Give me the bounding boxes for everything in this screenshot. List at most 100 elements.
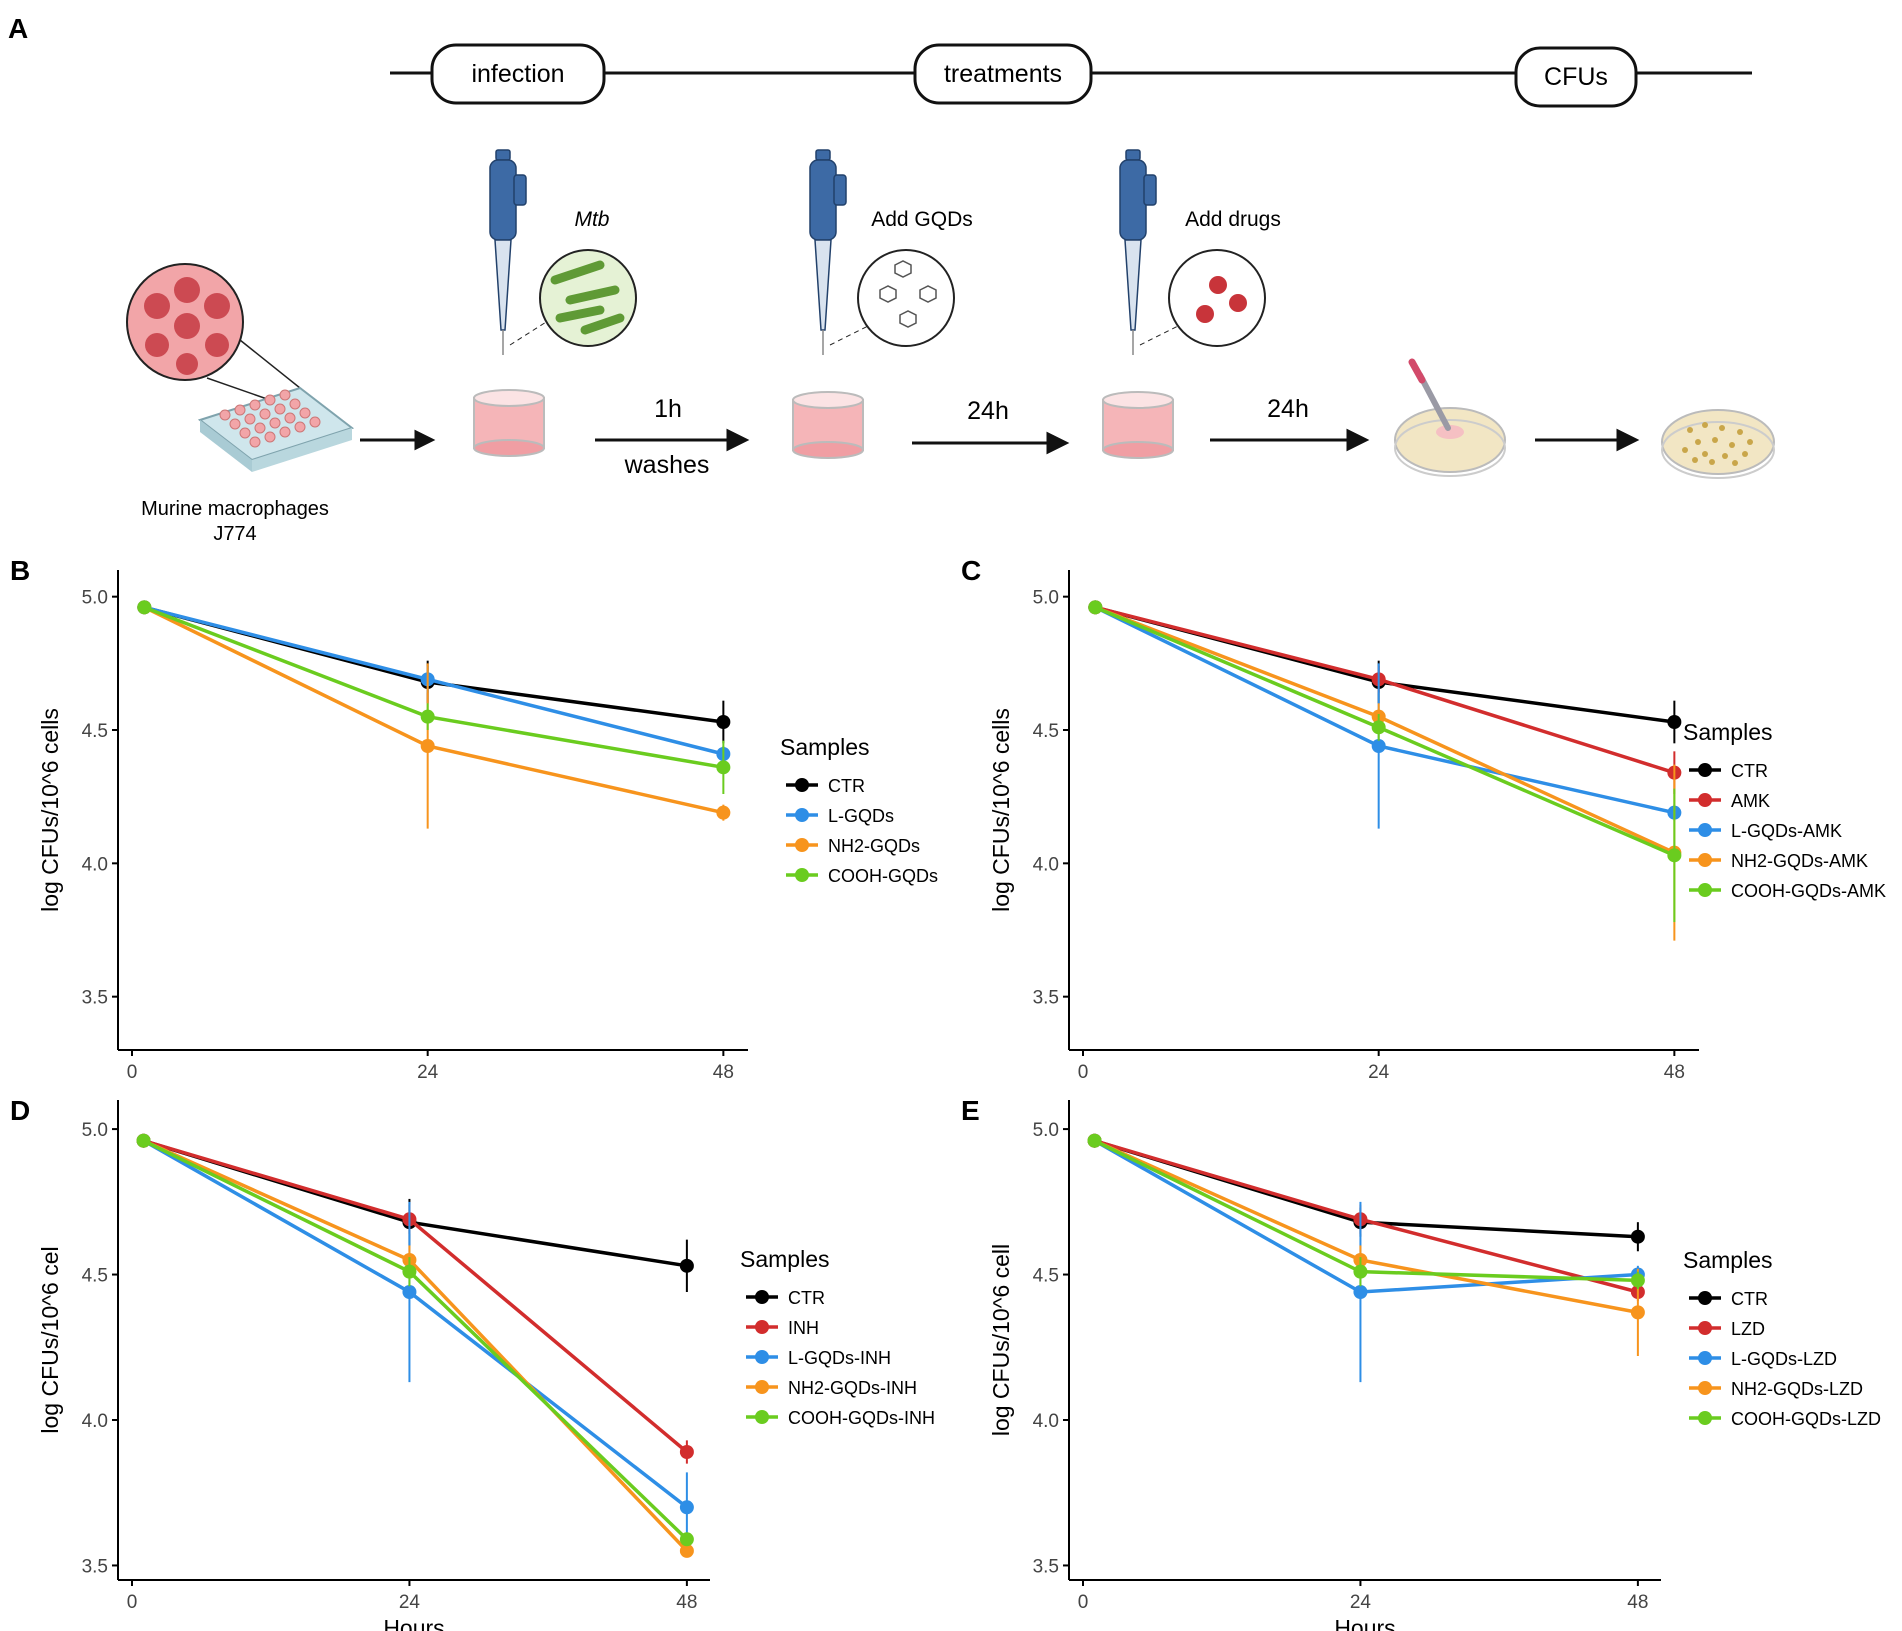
legend-entry: CTR [1731,1289,1768,1309]
legend-entry: L-GQDs-LZD [1731,1349,1837,1369]
y-tick-label: 5.0 [1033,588,1059,609]
x-tick-label: 24 [417,1062,439,1083]
panel-letter: B [10,555,30,586]
series-line [143,1139,688,1268]
legend-entry: CTR [1731,761,1768,781]
legend-entry: NH2-GQDs-INH [788,1378,917,1398]
y-tick-label: 5.0 [1033,1120,1059,1141]
y-axis-label: log CFUs/10^6 cells [988,708,1014,912]
timeline-infection-label: infection [471,60,564,88]
drug-zoom-icon [1139,249,1266,347]
data-point [1087,1133,1102,1148]
culture-dish-2 [792,391,864,459]
legend-title: Samples [780,734,869,760]
legend-entry: CTR [828,776,865,796]
y-tick-label: 5.0 [82,588,108,609]
chart-panel-c: C 3.5 4.0 4.5 5.0 0 24 48 Hours log CFUs/10^6 cel… [961,555,1886,1090]
data-point [1630,1229,1645,1244]
data-point [1353,1285,1368,1299]
legend-entry: NH2-GQDs-LZD [1731,1379,1863,1399]
x-tick-label: 24 [399,1592,421,1613]
x-tick-label: 0 [1078,1062,1089,1083]
panel-letter: D [10,1095,30,1126]
data-point [136,1133,151,1148]
legend-entry: INH [788,1318,819,1338]
x-axis-label: Hours [402,1085,463,1090]
y-tick-label: 4.5 [82,721,108,742]
y-tick-label: 4.0 [82,1411,108,1432]
data-point [1667,715,1682,729]
x-tick-label: 0 [1078,1592,1089,1613]
data-point [679,1532,694,1547]
y-tick-label: 4.0 [1033,1411,1059,1432]
y-tick-label: 4.0 [1033,854,1059,875]
panel-letter: C [961,555,981,586]
legend-swatch-point [1698,1351,1712,1365]
legend-entry: NH2-GQDs [828,836,920,856]
legend-swatch-point [795,868,809,882]
legend: Samples CTR INH L-GQDs-INH NH2-GQDs-INH COOH-… [740,1246,935,1428]
chart-panel-d: D 3.5 4.0 4.5 5.0 0 24 48 Hours log CFUs/10^6 cel… [10,1095,935,1631]
legend-entry: AMK [1731,791,1770,811]
y-tick-label: 3.5 [82,1556,108,1577]
data-point [1088,600,1103,615]
culture-dish-1 [473,389,545,457]
timeline-treatments: treatments [913,43,1093,105]
legend-swatch-point [1698,883,1712,897]
legend-swatch-point [755,1290,769,1304]
chart-panel-b: B 3.5 4.0 4.5 5.0 0 24 48 Hours log CFUs/10^6 cel… [10,555,938,1090]
y-tick-label: 4.5 [82,1266,108,1287]
series-line [1094,605,1676,857]
legend-swatch-point [755,1380,769,1394]
legend-swatch-point [1698,763,1712,777]
timeline-treatments-label: treatments [944,60,1062,88]
data-point [679,1500,694,1515]
cells-label-line2: J774 [213,523,256,545]
x-tick-label: 48 [1627,1592,1648,1613]
legend-title: Samples [1683,719,1772,745]
y-tick-label: 5.0 [82,1120,108,1141]
data-point [1630,1273,1645,1288]
data-point [1371,739,1386,753]
panel-a-schematic: A infection treatments CFUs [8,13,1775,545]
legend-entry: L-GQDs [828,806,894,826]
macrophage-culture-illustration [126,263,355,472]
mtb-label: Mtb [574,208,609,231]
data-point [679,1258,694,1273]
legend-entry: L-GQDs-INH [788,1348,891,1368]
data-point [716,715,731,729]
legend-swatch-point [1698,1411,1712,1425]
x-tick-label: 48 [713,1062,734,1083]
legend-swatch-point [795,808,809,822]
legend-title: Samples [740,1246,829,1272]
legend-swatch-point [1698,1321,1712,1335]
panel-letter: E [961,1095,980,1126]
series-line [1094,605,1675,724]
add-gqds-label: Add GQDs [871,208,973,231]
series-line [142,1139,689,1541]
legend: Samples CTR LZD L-GQDs-LZD NH2-GQDs-LZD COOH-… [1683,1247,1881,1429]
data-point [402,1285,417,1299]
series-line [143,605,724,724]
timeline: infection treatments CFUs [390,43,1752,108]
series-line [142,1139,688,1509]
colony-plate-icon [1661,409,1775,479]
legend-entry: CTR [788,1288,825,1308]
legend-entry: L-GQDs-AMK [1731,821,1842,841]
x-tick-label: 0 [127,1592,138,1613]
x-axis-label: Hours [1353,1085,1414,1090]
data-point [402,1264,417,1279]
chart-panel-e: E 3.5 4.0 4.5 5.0 0 24 48 Hours log CFUs/10^6 cel… [961,1095,1881,1631]
timeline-infection: infection [430,43,606,105]
step1-note: washes [624,451,710,479]
legend-title: Samples [1683,1247,1772,1273]
x-tick-label: 0 [127,1062,138,1083]
y-tick-label: 4.5 [1033,721,1059,742]
legend-swatch-point [1698,853,1712,867]
gqd-zoom-icon [829,249,955,347]
data-point [716,805,731,820]
legend-entry: NH2-GQDs-AMK [1731,851,1868,871]
y-axis-label: log CFUs/10^6 cell [988,1244,1014,1436]
series-line [142,1139,689,1553]
data-point [1371,720,1386,735]
